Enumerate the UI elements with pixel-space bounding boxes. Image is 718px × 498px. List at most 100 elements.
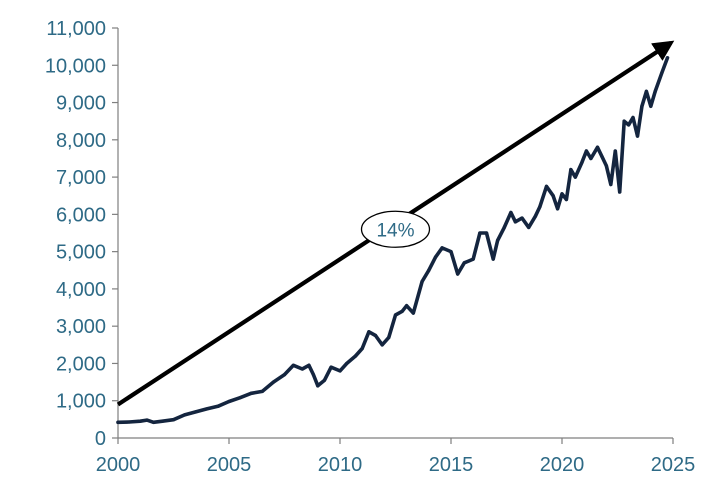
data-point	[400, 309, 404, 313]
data-point	[373, 333, 378, 338]
data-point	[116, 420, 120, 424]
data-point	[627, 123, 631, 127]
data-point	[393, 313, 398, 317]
data-point	[160, 419, 164, 423]
data-point	[467, 259, 471, 263]
x-tick-label: 2000	[96, 454, 141, 476]
data-point	[427, 268, 431, 272]
data-point	[502, 225, 506, 230]
data-point	[640, 104, 644, 108]
annotations: 14%	[116, 40, 675, 407]
data-point	[138, 419, 142, 423]
data-point	[353, 354, 358, 358]
y-tick-label: 11,000	[46, 18, 106, 40]
data-point	[491, 257, 495, 261]
data-point	[329, 365, 333, 369]
data-point	[311, 373, 315, 377]
data-point	[367, 330, 371, 334]
y-tick-label: 7,000	[56, 167, 106, 189]
data-point	[462, 261, 466, 265]
data-point	[216, 404, 220, 408]
data-point	[387, 335, 391, 339]
data-point	[127, 420, 131, 424]
data-point	[609, 182, 613, 187]
data-point	[478, 231, 482, 235]
data-point	[618, 190, 622, 194]
data-point	[520, 216, 524, 220]
data-point	[205, 407, 209, 411]
x-tick-label: 2025	[651, 454, 696, 476]
data-point	[411, 311, 415, 315]
y-tick-label: 2,000	[56, 353, 106, 375]
data-point	[380, 343, 384, 347]
data-point	[307, 363, 311, 367]
data-point	[573, 175, 577, 179]
data-point	[527, 225, 531, 230]
annotation-ellipse	[360, 210, 431, 248]
data-point	[564, 197, 569, 202]
x-tick-label: 2005	[207, 454, 252, 476]
data-point	[635, 134, 640, 138]
data-point	[544, 184, 549, 189]
data-point	[345, 361, 349, 366]
data-point	[660, 71, 664, 75]
data-point	[538, 205, 542, 209]
data-point	[420, 279, 424, 284]
data-point	[551, 194, 555, 198]
data-point	[433, 255, 438, 259]
data-point	[622, 119, 626, 123]
x-tick-label: 2020	[540, 454, 585, 476]
data-point	[227, 399, 231, 404]
series-line	[116, 55, 670, 425]
data-point	[613, 149, 617, 153]
tick-labels: 0 1,000 2,000 3,000 4,000 5,000 6,000 7,000 8,00…	[45, 18, 695, 476]
y-tick-label: 1,000	[56, 391, 106, 413]
data-point	[644, 89, 648, 93]
data-point	[580, 160, 584, 164]
x-tick-label: 2015	[429, 454, 474, 476]
data-point	[604, 164, 609, 168]
data-point	[338, 369, 342, 373]
data-point	[316, 384, 320, 388]
data-point	[405, 304, 409, 308]
data-point	[513, 220, 517, 224]
growth-rate-label: 14%	[376, 220, 414, 241]
data-point	[322, 378, 327, 382]
y-tick-label: 5,000	[56, 242, 106, 264]
data-point	[291, 363, 295, 367]
y-tick-label: 6,000	[56, 204, 106, 226]
data-point	[600, 154, 604, 159]
y-tick-label: 4,000	[56, 279, 106, 301]
data-point	[569, 168, 573, 172]
data-point	[533, 214, 537, 218]
x-tick-label: 2010	[318, 454, 363, 476]
y-tick-label: 8,000	[56, 130, 106, 152]
axes	[112, 27, 674, 444]
data-point	[300, 367, 304, 371]
data-point	[238, 396, 242, 400]
data-point	[589, 156, 593, 161]
data-point	[471, 257, 475, 261]
y-tick-label: 0	[95, 428, 106, 450]
data-point	[145, 418, 149, 422]
y-tick-label: 3,000	[56, 316, 106, 338]
data-point	[183, 413, 187, 417]
data-point	[271, 380, 275, 384]
data-point	[360, 346, 364, 351]
data-point	[484, 231, 489, 235]
data-point	[449, 250, 453, 254]
data-point	[555, 207, 560, 211]
data-point	[584, 149, 589, 153]
data-point	[151, 420, 156, 424]
data-point	[440, 246, 444, 250]
data-point	[631, 115, 635, 120]
data-point	[282, 373, 287, 377]
data-point	[260, 389, 264, 394]
data-point	[456, 272, 460, 276]
data-point	[649, 104, 653, 108]
data-point	[595, 145, 600, 149]
data-point	[249, 391, 253, 395]
data-point	[509, 210, 513, 215]
